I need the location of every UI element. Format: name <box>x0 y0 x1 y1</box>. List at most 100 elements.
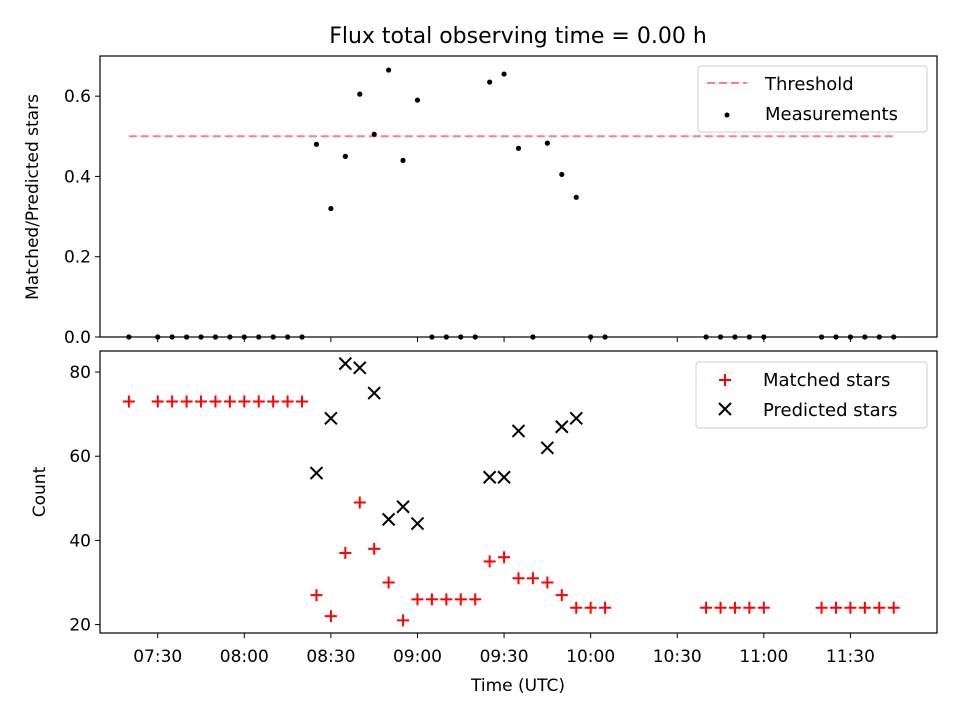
measurement-point <box>256 334 262 340</box>
legend-predicted-label: Predicted stars <box>763 400 897 421</box>
xtick-label: 08:00 <box>220 647 269 667</box>
matched-point <box>180 395 193 408</box>
top-ytick-label: 0.2 <box>64 248 91 268</box>
measurement-point <box>544 140 550 146</box>
measurement-point <box>472 334 478 340</box>
measurement-point <box>847 334 854 340</box>
matched-point <box>440 593 453 606</box>
measurement-point <box>732 334 738 340</box>
bottom-ytick-label: 40 <box>69 531 91 551</box>
measurement-point <box>703 334 709 340</box>
measurement-point <box>328 205 334 212</box>
matched-point <box>324 610 337 623</box>
matched-point <box>829 601 842 614</box>
predicted-point <box>569 411 583 426</box>
predicted-point <box>482 470 497 484</box>
bottom-panel: 20 40 60 80 07:30 08:00 08:30 09:00 09:30 10:00 10… <box>30 350 938 696</box>
predicted-point <box>309 466 324 480</box>
bottom-ytick-label: 60 <box>69 447 91 467</box>
bottom-ytick-label: 80 <box>69 363 91 383</box>
matched-point <box>873 601 886 614</box>
matched-point <box>223 395 236 408</box>
measurement-point <box>717 334 724 340</box>
predicted-point <box>396 500 410 514</box>
matched-point <box>238 395 251 408</box>
predicted-point <box>367 386 381 400</box>
measurement-point <box>400 157 406 163</box>
bottom-plot-frame <box>99 350 938 634</box>
predicted-point <box>338 356 353 371</box>
measurement-point <box>342 153 348 159</box>
measurement-point <box>559 171 565 178</box>
top-ytick-label: 0.4 <box>64 167 91 187</box>
measurement-point <box>530 334 536 340</box>
top-plot-frame <box>99 55 938 338</box>
predicted-point <box>324 411 338 426</box>
xtick-label: 10:30 <box>653 647 702 667</box>
matched-point <box>844 601 857 614</box>
xtick-label: 07:30 <box>133 647 182 667</box>
measurement-point <box>588 334 594 340</box>
predicted-point <box>410 516 425 531</box>
matched-point <box>310 589 323 602</box>
measurement-point <box>443 334 449 340</box>
bottom-ylabel: Count <box>30 466 50 517</box>
measurement-point <box>169 334 175 340</box>
predicted-point <box>555 420 569 434</box>
top-ytick-label: 0.6 <box>64 87 91 107</box>
legend-threshold-label: Threshold <box>764 74 854 95</box>
measurement-point <box>458 334 464 340</box>
legend-matched-label: Matched stars <box>763 370 890 391</box>
matched-point <box>887 601 900 614</box>
matched-point <box>151 395 164 408</box>
top-legend: Threshold Measurements <box>697 65 928 133</box>
measurement-point <box>212 334 219 340</box>
xtick-label: 11:00 <box>739 647 788 667</box>
measurement-point <box>761 334 767 340</box>
chart-title: Flux total observing time = 0.00 h <box>329 24 707 49</box>
xtick-label: 08:30 <box>306 647 355 667</box>
measurement-point <box>602 334 608 340</box>
matched-point <box>425 593 438 606</box>
xtick-label: 09:00 <box>393 647 442 667</box>
matched-point <box>700 601 713 614</box>
top-ytick-label: 0.0 <box>64 328 91 348</box>
measurement-point <box>746 334 752 340</box>
measurement-point <box>573 194 579 200</box>
matched-point <box>195 395 208 408</box>
matched-point <box>512 572 525 585</box>
measurement-point <box>155 334 161 340</box>
bottom-ytick-label: 20 <box>69 616 91 636</box>
matched-point <box>166 395 179 408</box>
xtick-label: 10:00 <box>566 647 615 667</box>
matched-point <box>209 395 222 408</box>
measurement-point <box>862 334 868 340</box>
matched-point <box>411 593 424 606</box>
bottom-legend: Matched stars Predicted stars <box>695 361 928 429</box>
measurement-point <box>198 334 204 340</box>
matched-point <box>296 395 309 408</box>
xtick-label: 09:30 <box>480 647 529 667</box>
predicted-point <box>381 512 396 527</box>
matched-point <box>469 593 482 606</box>
legend-predicted-swatch <box>718 402 732 416</box>
matched-point <box>483 555 496 568</box>
matched-point <box>526 572 539 585</box>
measurement-point <box>501 71 507 77</box>
legend-measurements-swatch <box>724 112 730 118</box>
predicted-point <box>540 441 555 455</box>
matched-point <box>498 551 511 564</box>
matched-point <box>757 601 770 614</box>
matched-point <box>541 576 554 589</box>
matched-point <box>353 496 366 509</box>
top-legend-box <box>697 65 928 133</box>
matched-point <box>267 395 280 408</box>
predicted-point <box>353 361 367 375</box>
measurement-point <box>357 91 363 97</box>
matched-point <box>122 395 135 408</box>
matched-point <box>382 576 395 589</box>
predicted-point <box>511 424 526 438</box>
matched-point <box>815 601 828 614</box>
matched-point <box>252 395 265 408</box>
matched-point <box>454 593 467 606</box>
